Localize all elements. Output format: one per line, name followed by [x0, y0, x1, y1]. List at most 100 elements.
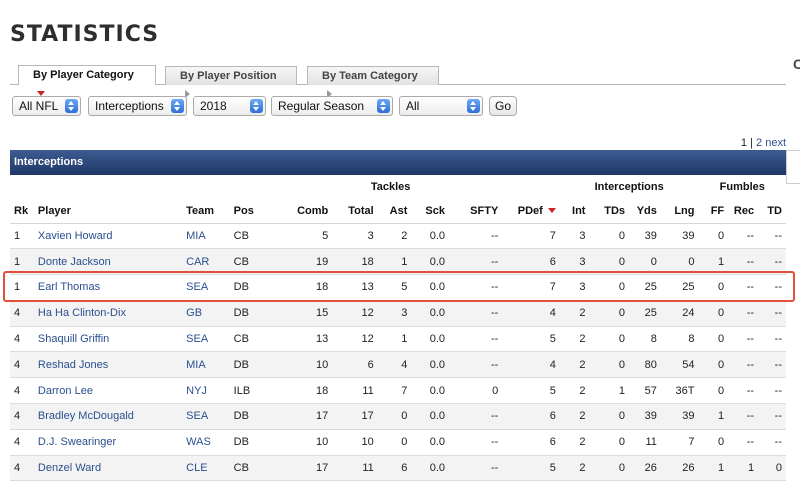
- cell-comb: 13: [273, 326, 333, 353]
- cell-player[interactable]: Ha Ha Clinton-Dix: [33, 300, 183, 327]
- select-stepper-icon: [65, 99, 78, 113]
- red-down-arrow-icon: [37, 90, 45, 96]
- col-tds[interactable]: TDs: [589, 199, 630, 224]
- col-team[interactable]: Team: [182, 199, 230, 224]
- cell-player[interactable]: Earl Thomas: [33, 274, 183, 301]
- season-select-value: 2018: [200, 99, 227, 113]
- tab-by-player-category[interactable]: By Player Category: [18, 65, 156, 96]
- cell-player[interactable]: Xavien Howard: [33, 223, 183, 250]
- col-td[interactable]: TD: [758, 199, 786, 224]
- col-ff[interactable]: FF: [698, 199, 729, 224]
- col-lng[interactable]: Lng: [660, 199, 699, 224]
- cell-rec: 1: [728, 455, 759, 482]
- cell-total: 11: [332, 377, 378, 405]
- page-2-link[interactable]: 2: [756, 137, 763, 149]
- cell-total: 12: [332, 300, 378, 327]
- cell-ff: 0: [698, 300, 729, 327]
- season-type-select[interactable]: Regular Season: [271, 96, 393, 116]
- cell-sck: 0.0: [411, 248, 449, 276]
- cell-player[interactable]: Denzel Ward: [33, 455, 183, 482]
- cell-ast: 4: [377, 351, 412, 379]
- cell-td: --: [758, 351, 786, 379]
- col-comb[interactable]: Comb: [273, 199, 333, 224]
- cell-tds: 0: [589, 351, 630, 379]
- cell-player[interactable]: Reshad Jones: [33, 351, 183, 379]
- cell-sfty: --: [449, 326, 503, 353]
- cell-total: 10: [332, 429, 378, 456]
- cell-rank: 4: [10, 403, 34, 430]
- col-pos[interactable]: Pos: [229, 199, 274, 224]
- cell-team[interactable]: SEA: [182, 403, 230, 430]
- cell-int: 2: [559, 326, 590, 353]
- cell-position: DB: [229, 274, 274, 301]
- cell-sfty: --: [449, 429, 503, 456]
- cell-pdef: 6: [502, 248, 560, 276]
- team-select[interactable]: All: [399, 96, 483, 116]
- cell-yds: 0: [629, 248, 661, 276]
- cell-player[interactable]: D.J. Swearinger: [33, 429, 183, 456]
- cell-team[interactable]: SEA: [182, 326, 230, 353]
- cell-int: 3: [559, 274, 590, 301]
- cell-team[interactable]: MIA: [182, 223, 230, 250]
- clipped-edge-text: C: [793, 56, 800, 72]
- cell-total: 13: [332, 274, 378, 301]
- tab-by-team-category[interactable]: By Team Category: [307, 66, 439, 99]
- cell-sck: 0.0: [411, 326, 449, 353]
- cell-team[interactable]: GB: [182, 300, 230, 327]
- tab-by-player-position[interactable]: By Player Position: [165, 66, 297, 99]
- season-type-select-value: Regular Season: [278, 99, 365, 113]
- col-player[interactable]: Player: [33, 199, 183, 224]
- cell-lng: 8: [660, 326, 699, 353]
- cell-comb: 19: [273, 248, 333, 276]
- cell-td: --: [758, 274, 786, 301]
- col-yds[interactable]: Yds: [629, 199, 661, 224]
- cell-sfty: --: [449, 248, 503, 276]
- cell-total: 6: [332, 351, 378, 379]
- cell-td: 0: [758, 455, 786, 482]
- cell-pdef: 6: [502, 403, 560, 430]
- cell-lng: 26: [660, 455, 699, 482]
- cell-rank: 1: [10, 248, 34, 276]
- cell-player[interactable]: Donte Jackson: [33, 248, 183, 276]
- cell-td: --: [758, 223, 786, 250]
- go-button[interactable]: Go: [489, 96, 517, 116]
- col-rk[interactable]: Rk: [10, 199, 34, 224]
- col-rec[interactable]: Rec: [728, 199, 759, 224]
- col-ast[interactable]: Ast: [377, 199, 412, 224]
- cell-team[interactable]: NYJ: [182, 377, 230, 405]
- cell-tds: 0: [589, 455, 630, 482]
- cell-tds: 1: [589, 377, 630, 405]
- cell-ff: 1: [698, 248, 729, 276]
- col-pdef[interactable]: PDef: [502, 199, 560, 224]
- league-select-value: All NFL: [19, 99, 59, 113]
- cell-player[interactable]: Shaquill Griffin: [33, 326, 183, 353]
- cell-player[interactable]: Bradley McDougald: [33, 403, 183, 430]
- cell-ff: 1: [698, 455, 729, 482]
- cell-team[interactable]: WAS: [182, 429, 230, 456]
- cell-team[interactable]: CLE: [182, 455, 230, 482]
- cell-sck: 0.0: [411, 351, 449, 379]
- cell-pdef: 4: [502, 351, 560, 379]
- group-tackles: Tackles: [370, 181, 411, 193]
- cell-td: --: [758, 403, 786, 430]
- col-sfty[interactable]: SFTY: [449, 199, 503, 224]
- cell-rank: 1: [10, 223, 34, 250]
- next-page-link[interactable]: next: [765, 137, 786, 149]
- cell-player[interactable]: Darron Lee: [33, 377, 183, 405]
- cell-position: DB: [229, 300, 274, 327]
- season-select[interactable]: 2018: [193, 96, 266, 116]
- cell-yds: 11: [629, 429, 661, 456]
- section-header: Interceptions: [10, 150, 786, 175]
- col-sck[interactable]: Sck: [411, 199, 449, 224]
- category-select[interactable]: Interceptions: [88, 96, 187, 116]
- cell-team[interactable]: CAR: [182, 248, 230, 276]
- col-int[interactable]: Int: [559, 199, 590, 224]
- cell-team[interactable]: SEA: [182, 274, 230, 301]
- cell-ast: 7: [377, 377, 412, 405]
- clipped-edge-panel: [786, 150, 800, 184]
- cell-ast: 5: [377, 274, 412, 301]
- league-select[interactable]: All NFL: [12, 96, 81, 116]
- cell-team[interactable]: MIA: [182, 351, 230, 379]
- cell-comb: 10: [273, 429, 333, 456]
- col-total[interactable]: Total: [332, 199, 378, 224]
